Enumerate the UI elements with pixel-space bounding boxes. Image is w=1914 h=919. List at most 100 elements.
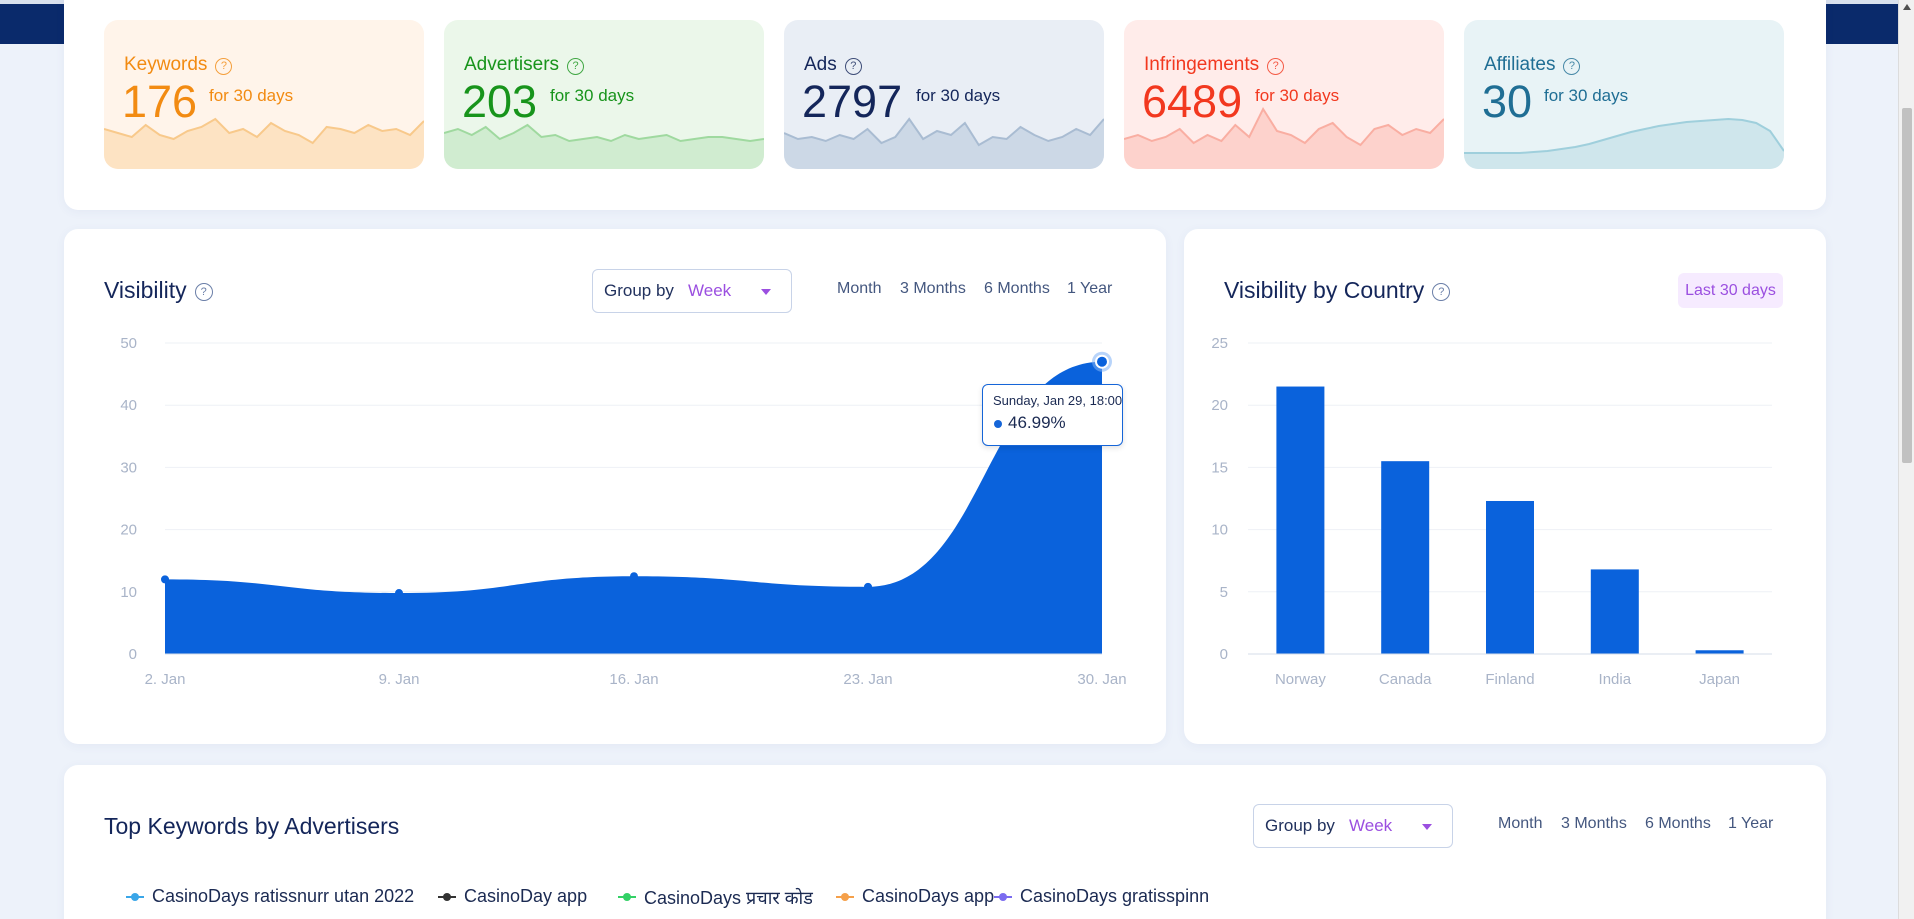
data-point [864,582,872,591]
groupby-label: Group by [604,281,674,300]
data-point [161,575,169,584]
y-tick-label: 0 [1220,646,1228,663]
stat-sparkline [444,123,764,169]
stat-card-ads[interactable]: Ads? 2797 for 30 days [784,20,1104,169]
help-icon[interactable]: ? [1563,58,1581,75]
stat-card-advertisers[interactable]: Advertisers? 203 for 30 days [444,20,764,169]
data-point [1095,354,1109,369]
legend-marker-icon [618,893,636,901]
data-point [630,572,638,581]
help-icon[interactable]: ? [567,58,585,75]
help-icon[interactable]: ? [844,58,862,75]
range-month[interactable]: Month [1498,815,1543,832]
x-tick-label: 16. Jan [609,671,658,688]
bar-canada [1381,461,1430,654]
stat-value: 2797 [802,76,903,127]
x-tick-label: 30. Jan [1077,671,1126,688]
groupby-select[interactable]: Group by Week [592,269,792,313]
groupby-label: Group by [1265,816,1335,835]
x-tick-label: 23. Jan [843,671,892,688]
chevron-down-icon [1422,824,1432,830]
legend-marker-icon [836,893,854,901]
tooltip-value: 46.99% [1008,413,1066,432]
country-title: Visibility by Country? [1224,277,1451,304]
stat-sparkline [104,117,424,169]
y-tick-label: 15 [1211,459,1228,476]
range-6-months[interactable]: 6 Months [1645,815,1711,832]
keywords-card: Top Keywords by Advertisers Group by Wee… [64,765,1826,919]
keywords-title: Top Keywords by Advertisers [104,813,400,839]
y-tick-label: 25 [1211,335,1228,352]
y-tick-label: 30 [120,459,137,476]
x-tick-label: Canada [1379,671,1432,688]
help-icon[interactable]: ? [1432,283,1451,301]
help-icon[interactable]: ? [1267,58,1285,75]
groupby-select[interactable]: Group by Week [1253,804,1453,848]
stat-value: 176 [122,76,198,127]
stat-card-affiliates[interactable]: Affiliates? 30 for 30 days [1464,20,1784,169]
stat-sparkline [1464,117,1784,169]
chart-tooltip: Sunday, Jan 29, 18:00 46.99% [982,384,1123,446]
x-tick-label: 9. Jan [379,671,420,688]
range-3-months[interactable]: 3 Months [900,280,966,297]
visibility-chart: 0 10 20 30 40 50 2. Jan 9. Jan 16. Jan 23. Jan 30.… [120,335,1126,688]
stat-label: Ads? [804,54,862,76]
legend-marker-icon [126,893,144,901]
stat-value: 30 [1482,76,1533,127]
groupby-value: Week [1349,816,1393,835]
stat-card-infringements[interactable]: Infringements? 6489 for 30 days [1124,20,1444,169]
tooltip-date: Sunday, Jan 29, 18:00 [993,393,1123,408]
stats-panel: Keywords? 176 for 30 days Advertisers? 2… [64,0,1826,210]
visibility-title: Visibility? [104,277,213,304]
bar-norway [1276,386,1325,654]
visibility-card: Visibility? Group by Week Month 3 Months… [64,229,1166,744]
last-30-days-button[interactable]: Last 30 days [1678,273,1783,308]
range-1-year[interactable]: 1 Year [1067,280,1113,297]
stat-sparkline [1124,106,1444,169]
stat-sparkline [784,117,1104,169]
tooltip-dot [994,420,1002,428]
stat-card-keywords[interactable]: Keywords? 176 for 30 days [104,20,424,169]
groupby-value: Week [688,281,732,300]
range-month[interactable]: Month [837,280,882,297]
vertical-scrollbar[interactable] [1898,0,1914,919]
stat-period: for 30 days [1255,86,1340,105]
bar-japan [1695,650,1744,654]
stat-value: 203 [462,76,538,127]
range-3-months[interactable]: 3 Months [1561,815,1627,832]
stat-label: Infringements? [1144,54,1285,76]
stat-period: for 30 days [1544,86,1629,105]
data-point [395,589,403,598]
x-tick-label: India [1599,671,1632,688]
stat-period: for 30 days [916,86,1001,105]
y-tick-label: 20 [120,522,137,539]
y-tick-label: 0 [129,646,137,663]
y-tick-label: 50 [120,335,137,352]
stat-period: for 30 days [209,86,294,105]
bar-finland [1486,500,1534,654]
y-tick-label: 40 [120,397,137,414]
stat-value: 6489 [1142,76,1243,127]
country-chart: 0 5 10 15 20 25 Norway Canada Finland India Japan [1211,335,1772,688]
bar-india [1590,569,1639,654]
stat-period: for 30 days [550,86,635,105]
chevron-down-icon [761,289,771,295]
visibility-area [165,361,1102,654]
range-6-months[interactable]: 6 Months [984,280,1050,297]
scroll-up-icon[interactable] [1903,4,1911,10]
x-tick-label: Japan [1699,671,1740,688]
legend-marker-icon [438,893,456,901]
scroll-thumb[interactable] [1902,108,1912,463]
x-tick-label: Finland [1485,671,1534,688]
range-1-year[interactable]: 1 Year [1728,815,1774,832]
stat-label: Advertisers? [464,54,585,76]
stat-label: Affiliates? [1484,54,1581,76]
y-tick-label: 20 [1211,397,1228,414]
help-icon[interactable]: ? [215,58,233,75]
legend-marker-icon [994,893,1012,901]
y-tick-label: 5 [1220,584,1228,601]
x-tick-label: Norway [1275,671,1326,688]
help-icon[interactable]: ? [194,283,213,301]
x-tick-label: 2. Jan [145,671,186,688]
y-tick-label: 10 [120,584,137,601]
